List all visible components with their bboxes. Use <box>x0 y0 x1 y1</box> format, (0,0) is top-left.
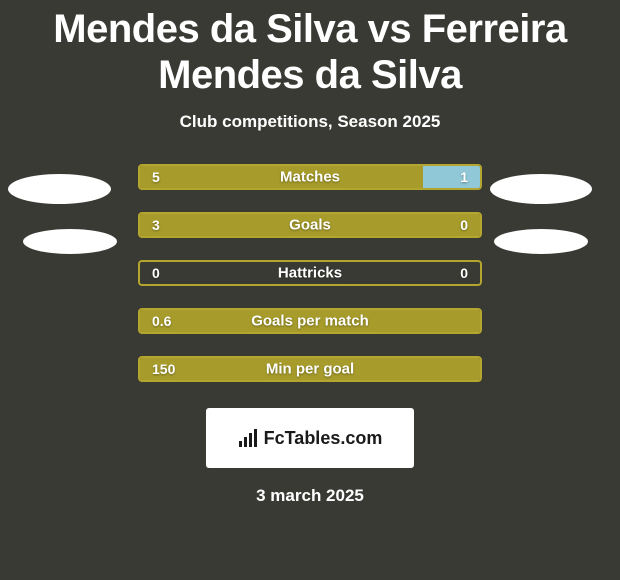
logo-text: FcTables.com <box>264 428 383 449</box>
logo-box: FcTables.com <box>206 408 414 468</box>
stat-value-a: 3 <box>152 217 160 233</box>
stat-row: Goals per match 0.6 <box>0 308 620 334</box>
subtitle: Club competitions, Season 2025 <box>0 112 620 132</box>
rank-pill-a <box>23 229 117 254</box>
stat-label: Min per goal <box>266 361 354 378</box>
rank-pill-b <box>490 174 592 204</box>
bar-segment-b <box>423 166 480 188</box>
stat-value-a: 0 <box>152 265 160 281</box>
stat-label: Hattricks <box>278 265 342 282</box>
chart-icon <box>238 428 258 448</box>
rank-pill-a <box>8 174 111 204</box>
stat-label: Goals <box>289 217 331 234</box>
stat-value-a: 5 <box>152 169 160 185</box>
stat-bar: Goals per match 0.6 <box>138 308 482 334</box>
stat-row: Min per goal 150 <box>0 356 620 382</box>
stat-value-b: 1 <box>460 169 468 185</box>
stat-label: Matches <box>280 169 340 186</box>
stat-bar: Goals 3 0 <box>138 212 482 238</box>
stat-value-b: 0 <box>460 265 468 281</box>
stat-bar: Matches 5 1 <box>138 164 482 190</box>
stat-value-a: 0.6 <box>152 313 171 329</box>
page-title: Mendes da Silva vs Ferreira Mendes da Si… <box>0 0 620 98</box>
stat-value-b: 0 <box>460 217 468 233</box>
stat-label: Goals per match <box>251 313 369 330</box>
comparison-card: Mendes da Silva vs Ferreira Mendes da Si… <box>0 0 620 580</box>
stat-bar: Hattricks 0 0 <box>138 260 482 286</box>
date: 3 march 2025 <box>0 486 620 506</box>
stat-bar: Min per goal 150 <box>138 356 482 382</box>
rank-pill-b <box>494 229 588 254</box>
stat-value-a: 150 <box>152 361 175 377</box>
stat-row: Hattricks 0 0 <box>0 260 620 286</box>
